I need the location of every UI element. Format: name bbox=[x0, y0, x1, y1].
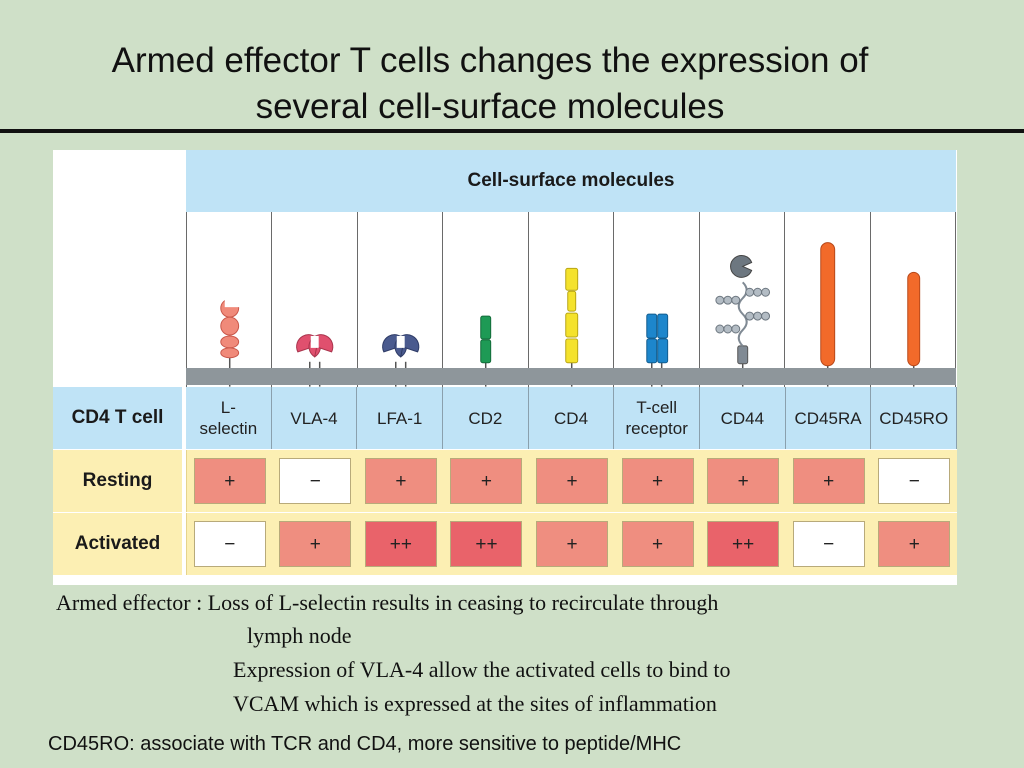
expression-cell: − bbox=[279, 458, 352, 504]
molecule-name: CD2 bbox=[443, 387, 529, 449]
expression-cell: + bbox=[536, 521, 609, 567]
expression-cell: + bbox=[707, 458, 780, 504]
resting-row: Resting + − + + + + + + − bbox=[53, 450, 957, 512]
expression-cell: − bbox=[193, 521, 266, 567]
lfa1-icon bbox=[382, 334, 420, 387]
molecule-name: CD44 bbox=[700, 387, 786, 449]
molecule-column bbox=[700, 212, 786, 448]
molecule-name: CD4 bbox=[529, 387, 615, 449]
cd44-icon bbox=[715, 255, 770, 387]
expression-cell: + bbox=[193, 458, 266, 504]
molecule-name: CD45RO bbox=[871, 387, 958, 449]
expression-cell: − bbox=[878, 458, 951, 504]
expression-cell: ++ bbox=[364, 521, 437, 567]
activated-row: Activated − + ++ ++ + + ++ − + bbox=[53, 513, 957, 575]
cd4-icon bbox=[565, 267, 578, 387]
molecule-name: T-cell receptor bbox=[614, 387, 701, 449]
row-label-activated: Activated bbox=[53, 513, 182, 575]
molecule-column bbox=[272, 212, 358, 448]
expression-cell: + bbox=[279, 521, 352, 567]
molecule-column bbox=[186, 212, 273, 448]
expression-cell: + bbox=[621, 521, 694, 567]
vla4-icon bbox=[296, 334, 334, 387]
expression-cell: + bbox=[364, 458, 437, 504]
molecule-name: L-selectin bbox=[186, 387, 272, 449]
expression-cell: + bbox=[536, 458, 609, 504]
expression-cell: ++ bbox=[450, 521, 523, 567]
molecule-name: VLA-4 bbox=[272, 387, 358, 449]
expression-cell: + bbox=[621, 458, 694, 504]
cd45ro-icon bbox=[906, 271, 920, 387]
slide-title: Armed effector T cells changes the expre… bbox=[0, 38, 980, 130]
molecule-column bbox=[871, 212, 956, 448]
expression-cell: ++ bbox=[707, 521, 780, 567]
l-selectin-icon bbox=[220, 298, 241, 387]
molecule-column bbox=[358, 212, 444, 448]
footer-note: CD45RO: associate with TCR and CD4, more… bbox=[48, 733, 682, 755]
row-label-cd4-t-cell: CD4 T cell bbox=[53, 387, 182, 449]
title-divider bbox=[0, 129, 1024, 133]
expression-cell: + bbox=[878, 521, 951, 567]
note-line-2: lymph node bbox=[247, 623, 352, 648]
note-line-1: Armed effector : Loss of L-selectin resu… bbox=[56, 590, 719, 615]
figure-header: Cell-surface molecules bbox=[186, 150, 956, 212]
row-label-resting: Resting bbox=[53, 450, 182, 512]
note-line-4: VCAM which is expressed at the sites of … bbox=[233, 691, 717, 716]
expression-cell: + bbox=[450, 458, 523, 504]
molecule-illustrations bbox=[186, 212, 956, 448]
expression-cell: − bbox=[792, 521, 865, 567]
molecule-column bbox=[529, 212, 615, 448]
title-line-2: several cell-surface molecules bbox=[255, 87, 725, 126]
note-line-3: Expression of VLA-4 allow the activated … bbox=[233, 657, 731, 682]
cell-membrane bbox=[186, 368, 956, 385]
expression-cell: + bbox=[792, 458, 865, 504]
cell-surface-figure: Cell-surface molecules bbox=[53, 150, 958, 585]
cd4-t-cell-row: CD4 T cell L-selectin VLA-4 LFA-1 CD2 CD… bbox=[53, 387, 958, 449]
molecule-name: CD45RA bbox=[786, 387, 872, 449]
title-line-1: Armed effector T cells changes the expre… bbox=[111, 41, 869, 80]
molecule-name: LFA-1 bbox=[357, 387, 444, 449]
